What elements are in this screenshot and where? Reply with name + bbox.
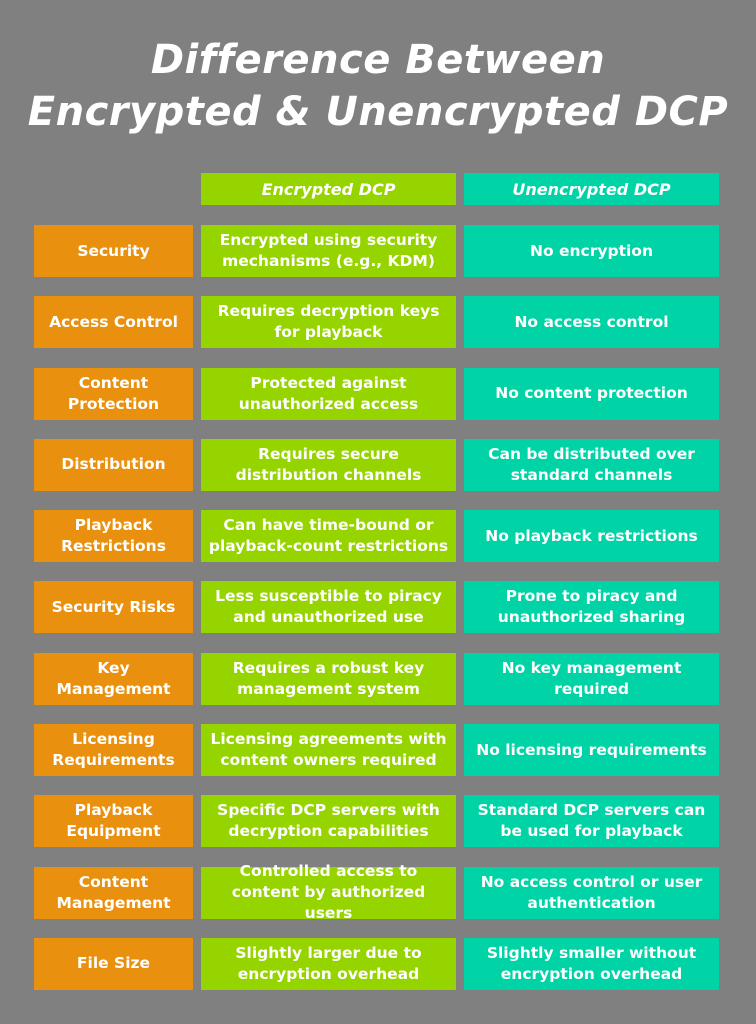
category-cell: Distribution (34, 438, 193, 491)
category-cell: Playback Equipment (34, 795, 193, 848)
table-row: Playback Restrictions Can have time-boun… (34, 510, 720, 563)
table-row: Playback Equipment Specific DCP servers … (34, 795, 720, 848)
encrypted-cell: Specific DCP servers with decryption cap… (201, 795, 456, 848)
unencrypted-cell: No access control or user authentication (464, 866, 719, 919)
encrypted-cell: Encrypted using security mechanisms (e.g… (201, 225, 456, 277)
unencrypted-cell: No playback restrictions (464, 510, 719, 563)
encrypted-cell: Requires a robust key management system (201, 652, 456, 705)
unencrypted-cell: No licensing requirements (464, 724, 719, 777)
table-row: Licensing Requirements Licensing agreeme… (34, 724, 720, 777)
category-cell: Key Management (34, 652, 193, 705)
category-cell: Content Protection (34, 367, 193, 420)
title-line-1: Difference Between (150, 37, 606, 83)
encrypted-cell: Protected against unauthorized access (201, 367, 456, 420)
encrypted-cell: Slightly larger due to encryption overhe… (201, 937, 456, 990)
category-cell: Playback Restrictions (34, 510, 193, 563)
table-row: File Size Slightly larger due to encrypt… (34, 937, 720, 990)
unencrypted-cell: No encryption (464, 225, 719, 277)
unencrypted-cell: No content protection (464, 367, 719, 420)
category-cell: Security Risks (34, 581, 193, 634)
header-unencrypted-dcp: Unencrypted DCP (464, 173, 719, 205)
unencrypted-cell: Standard DCP servers can be used for pla… (464, 795, 719, 848)
table-row: Key Management Requires a robust key man… (34, 652, 720, 705)
encrypted-cell: Less susceptible to piracy and unauthori… (201, 581, 456, 634)
table-row: Security Encrypted using security mechan… (34, 225, 720, 277)
title-line-2: Encrypted & Unencrypted DCP (27, 89, 729, 135)
table-header: Encrypted DCP Unencrypted DCP (34, 173, 720, 205)
category-cell: Content Management (34, 866, 193, 919)
category-cell: File Size (34, 937, 193, 990)
table-row: Access Control Requires decryption keys … (34, 296, 720, 349)
category-cell: Licensing Requirements (34, 724, 193, 777)
page-title: Difference Between Encrypted & Unencrypt… (0, 34, 756, 138)
encrypted-cell: Licensing agreements with content owners… (201, 724, 456, 777)
encrypted-cell: Requires secure distribution channels (201, 438, 456, 491)
table-row: Security Risks Less susceptible to pirac… (34, 581, 720, 634)
unencrypted-cell: Slightly smaller without encryption over… (464, 937, 719, 990)
comparison-table: Encrypted DCP Unencrypted DCP Security E… (34, 173, 720, 1009)
header-encrypted-dcp: Encrypted DCP (201, 173, 456, 205)
category-cell: Access Control (34, 296, 193, 349)
unencrypted-cell: No access control (464, 296, 719, 349)
unencrypted-cell: Can be distributed over standard channel… (464, 438, 719, 491)
unencrypted-cell: Prone to piracy and unauthorized sharing (464, 581, 719, 634)
table-row: Distribution Requires secure distributio… (34, 438, 720, 491)
unencrypted-cell: No key management required (464, 652, 719, 705)
table-row: Content Management Controlled access to … (34, 862, 720, 922)
encrypted-cell: Can have time-bound or playback-count re… (201, 510, 456, 563)
encrypted-cell: Controlled access to content by authoriz… (201, 862, 456, 922)
header-spacer (34, 173, 201, 205)
table-row: Content Protection Protected against una… (34, 367, 720, 420)
encrypted-cell: Requires decryption keys for playback (201, 296, 456, 349)
category-cell: Security (34, 225, 193, 277)
